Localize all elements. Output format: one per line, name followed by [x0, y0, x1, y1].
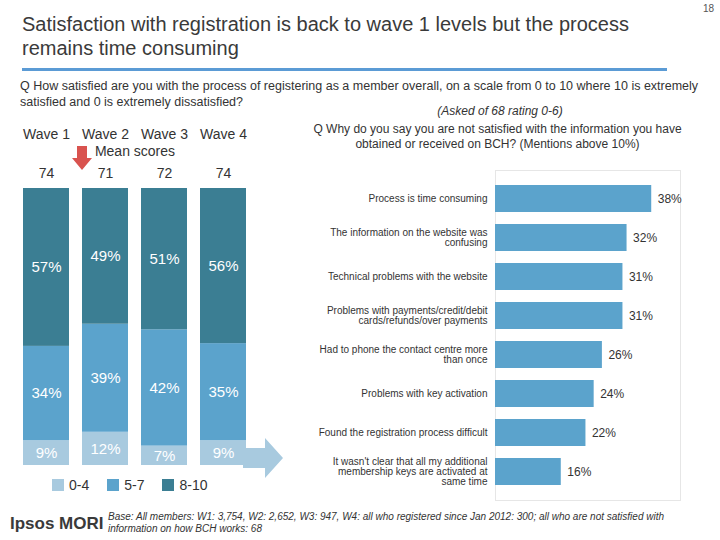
- svg-text:Had to phone the contact centr: Had to phone the contact centre morethan…: [320, 344, 488, 365]
- svg-text:31%: 31%: [629, 309, 653, 323]
- svg-text:56%: 56%: [208, 257, 238, 274]
- svg-text:35%: 35%: [208, 383, 238, 400]
- html-text:Q How satisfied are you with t: Q How satisfied are you with the process…: [20, 79, 699, 109]
- svg-text:31%: 31%: [629, 270, 653, 284]
- svg-text:32%: 32%: [633, 231, 657, 245]
- svg-text:Found the registration process: Found the registration process difficult: [319, 427, 488, 438]
- svg-text:38%: 38%: [658, 192, 682, 206]
- svg-text:Problems with key activation: Problems with key activation: [361, 388, 487, 399]
- svg-text:22%: 22%: [592, 426, 616, 440]
- svg-text:39%: 39%: [90, 369, 120, 386]
- svg-text:51%: 51%: [149, 250, 179, 267]
- svg-text:72: 72: [157, 165, 173, 181]
- html-text:0-4: 0-4: [69, 477, 90, 493]
- html-text:8-10: 8-10: [179, 477, 208, 493]
- svg-text:9%: 9%: [36, 444, 58, 461]
- svg-text:Wave 2: Wave 2: [82, 126, 129, 142]
- svg-text:The information on the website: The information on the website wasconfus…: [330, 227, 487, 248]
- svg-text:Problems with payments/credit/: Problems with payments/credit/debitcards…: [327, 305, 488, 326]
- svg-text:74: 74: [39, 165, 55, 181]
- svg-text:71: 71: [98, 165, 114, 181]
- svg-text:24%: 24%: [600, 387, 624, 401]
- svg-text:34%: 34%: [31, 384, 61, 401]
- html-text:5-7: 5-7: [124, 477, 145, 493]
- svg-text:Wave 1: Wave 1: [23, 126, 70, 142]
- svg-text:Technical problems with the we: Technical problems with the website: [328, 271, 488, 282]
- html-text:Ipsos MORI: Ipsos MORI: [10, 514, 104, 533]
- svg-text:9%: 9%: [213, 444, 235, 461]
- svg-text:12%: 12%: [90, 440, 120, 457]
- html-text:(Asked of 68 rating 0-6): (Asked of 68 rating 0-6): [437, 104, 563, 118]
- svg-text:Wave 3: Wave 3: [141, 126, 188, 142]
- svg-text:42%: 42%: [149, 379, 179, 396]
- svg-text:It wasn't clear that all my ad: It wasn't clear that all my additionalme…: [333, 456, 488, 487]
- svg-text:Wave 4: Wave 4: [200, 126, 247, 142]
- svg-text:74: 74: [216, 165, 232, 181]
- svg-text:Process is time consuming: Process is time consuming: [369, 193, 488, 204]
- svg-text:26%: 26%: [608, 348, 632, 362]
- svg-text:7%: 7%: [154, 447, 176, 464]
- html-text:18: 18: [702, 3, 714, 14]
- svg-text:49%: 49%: [90, 247, 120, 264]
- svg-text:57%: 57%: [31, 258, 61, 275]
- html-text:Satisfaction with registration: Satisfaction with registration is back t…: [22, 13, 629, 59]
- html-text:Mean scores: Mean scores: [94, 143, 176, 159]
- html-text:Base: All members: W1: 3,754,: Base: All members: W1: 3,754, W2: 2,652,…: [108, 511, 664, 534]
- svg-text:16%: 16%: [567, 465, 591, 479]
- html-text:Q Why do you say you are not s: Q Why do you say you are not satisfied w…: [313, 122, 682, 151]
